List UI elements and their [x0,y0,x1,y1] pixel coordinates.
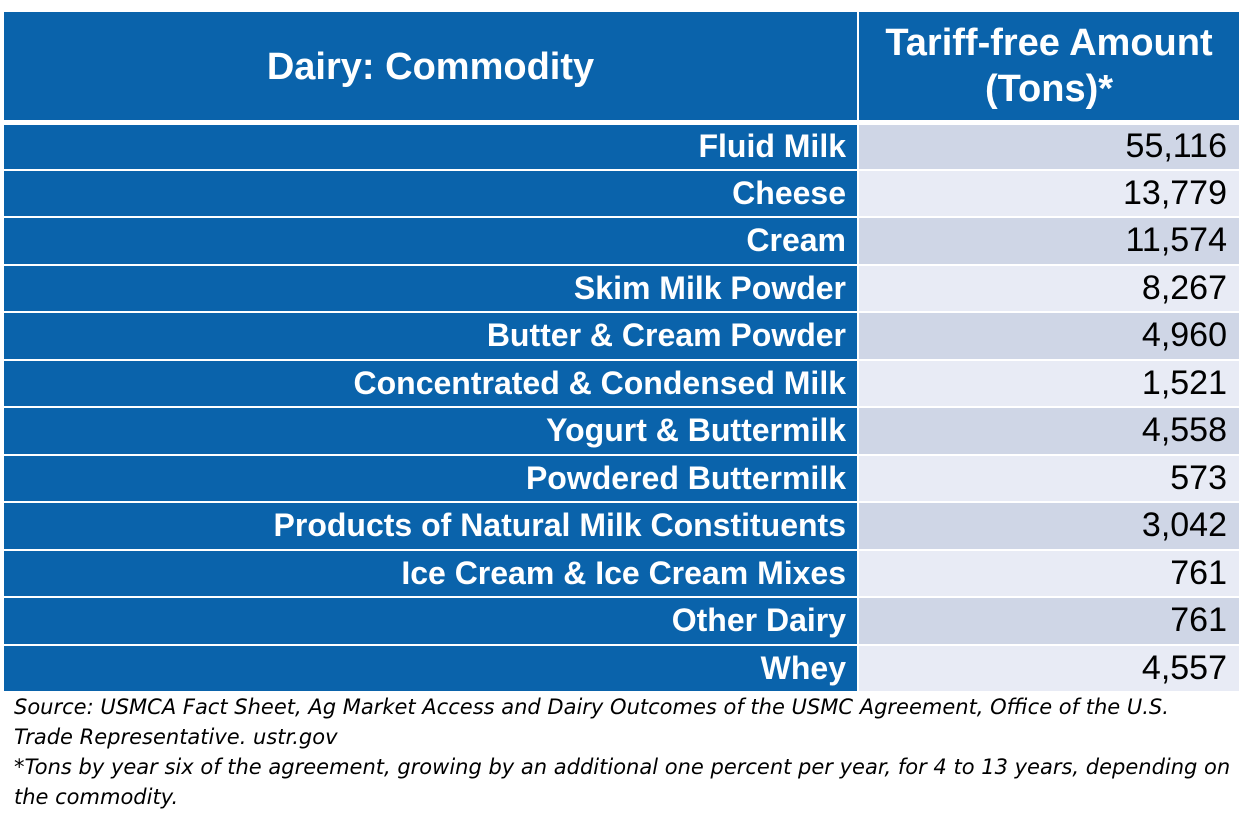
header-amount-line1: Tariff-free Amount [885,21,1213,64]
tariff-free-amount: 4,558 [857,406,1241,456]
notes: Source: USMCA Fact Sheet, Ag Market Acce… [14,692,1234,812]
tariff-free-amount: 761 [857,548,1241,598]
table-row: Powdered Buttermilk 573 [2,453,1241,503]
table-row: Cheese 13,779 [2,168,1241,218]
table-row: Products of Natural Milk Constituents 3,… [2,501,1241,551]
table-row: Cream 11,574 [2,216,1241,266]
commodity-name: Whey [2,643,859,693]
tariff-free-amount: 55,116 [857,121,1241,171]
commodity-name: Fluid Milk [2,121,859,171]
tariff-free-amount: 1,521 [857,358,1241,408]
tariff-free-amount: 11,574 [857,216,1241,266]
tariff-free-amount: 8,267 [857,263,1241,313]
commodity-name: Concentrated & Condensed Milk [2,358,859,408]
tariff-free-amount: 761 [857,596,1241,646]
commodity-name: Yogurt & Buttermilk [2,406,859,456]
table-header-row: Dairy: Commodity Tariff-free Amount (Ton… [2,10,1241,125]
commodity-name: Other Dairy [2,596,859,646]
table-row: Whey 4,557 [2,643,1241,693]
tariff-free-amount: 4,557 [857,643,1241,693]
tariff-free-amount: 3,042 [857,501,1241,551]
header-commodity: Dairy: Commodity [2,10,859,125]
tariff-free-amount: 573 [857,453,1241,503]
commodity-name: Powdered Buttermilk [2,453,859,503]
source-citation: Source: USMCA Fact Sheet, Ag Market Acce… [14,695,1169,749]
commodity-name: Cream [2,216,859,266]
dairy-tariff-table: Dairy: Commodity Tariff-free Amount (Ton… [2,10,1241,693]
header-amount-line2: (Tons)* [984,67,1114,110]
header-amount: Tariff-free Amount (Tons)* [857,10,1241,125]
commodity-name: Ice Cream & Ice Cream Mixes [2,548,859,598]
tariff-free-amount: 4,960 [857,311,1241,361]
table-row: Butter & Cream Powder 4,960 [2,311,1241,361]
table-row: Yogurt & Buttermilk 4,558 [2,406,1241,456]
commodity-name: Products of Natural Milk Constituents [2,501,859,551]
table-row: Other Dairy 761 [2,596,1241,646]
table-row: Concentrated & Condensed Milk 1,521 [2,358,1241,408]
commodity-name: Cheese [2,168,859,218]
table-row: Skim Milk Powder 8,267 [2,263,1241,313]
table-row: Fluid Milk 55,116 [2,121,1241,171]
table-row: Ice Cream & Ice Cream Mixes 761 [2,548,1241,598]
tariff-free-amount: 13,779 [857,168,1241,218]
commodity-name: Butter & Cream Powder [2,311,859,361]
footnote: *Tons by year six of the agreement, grow… [14,755,1231,809]
commodity-name: Skim Milk Powder [2,263,859,313]
